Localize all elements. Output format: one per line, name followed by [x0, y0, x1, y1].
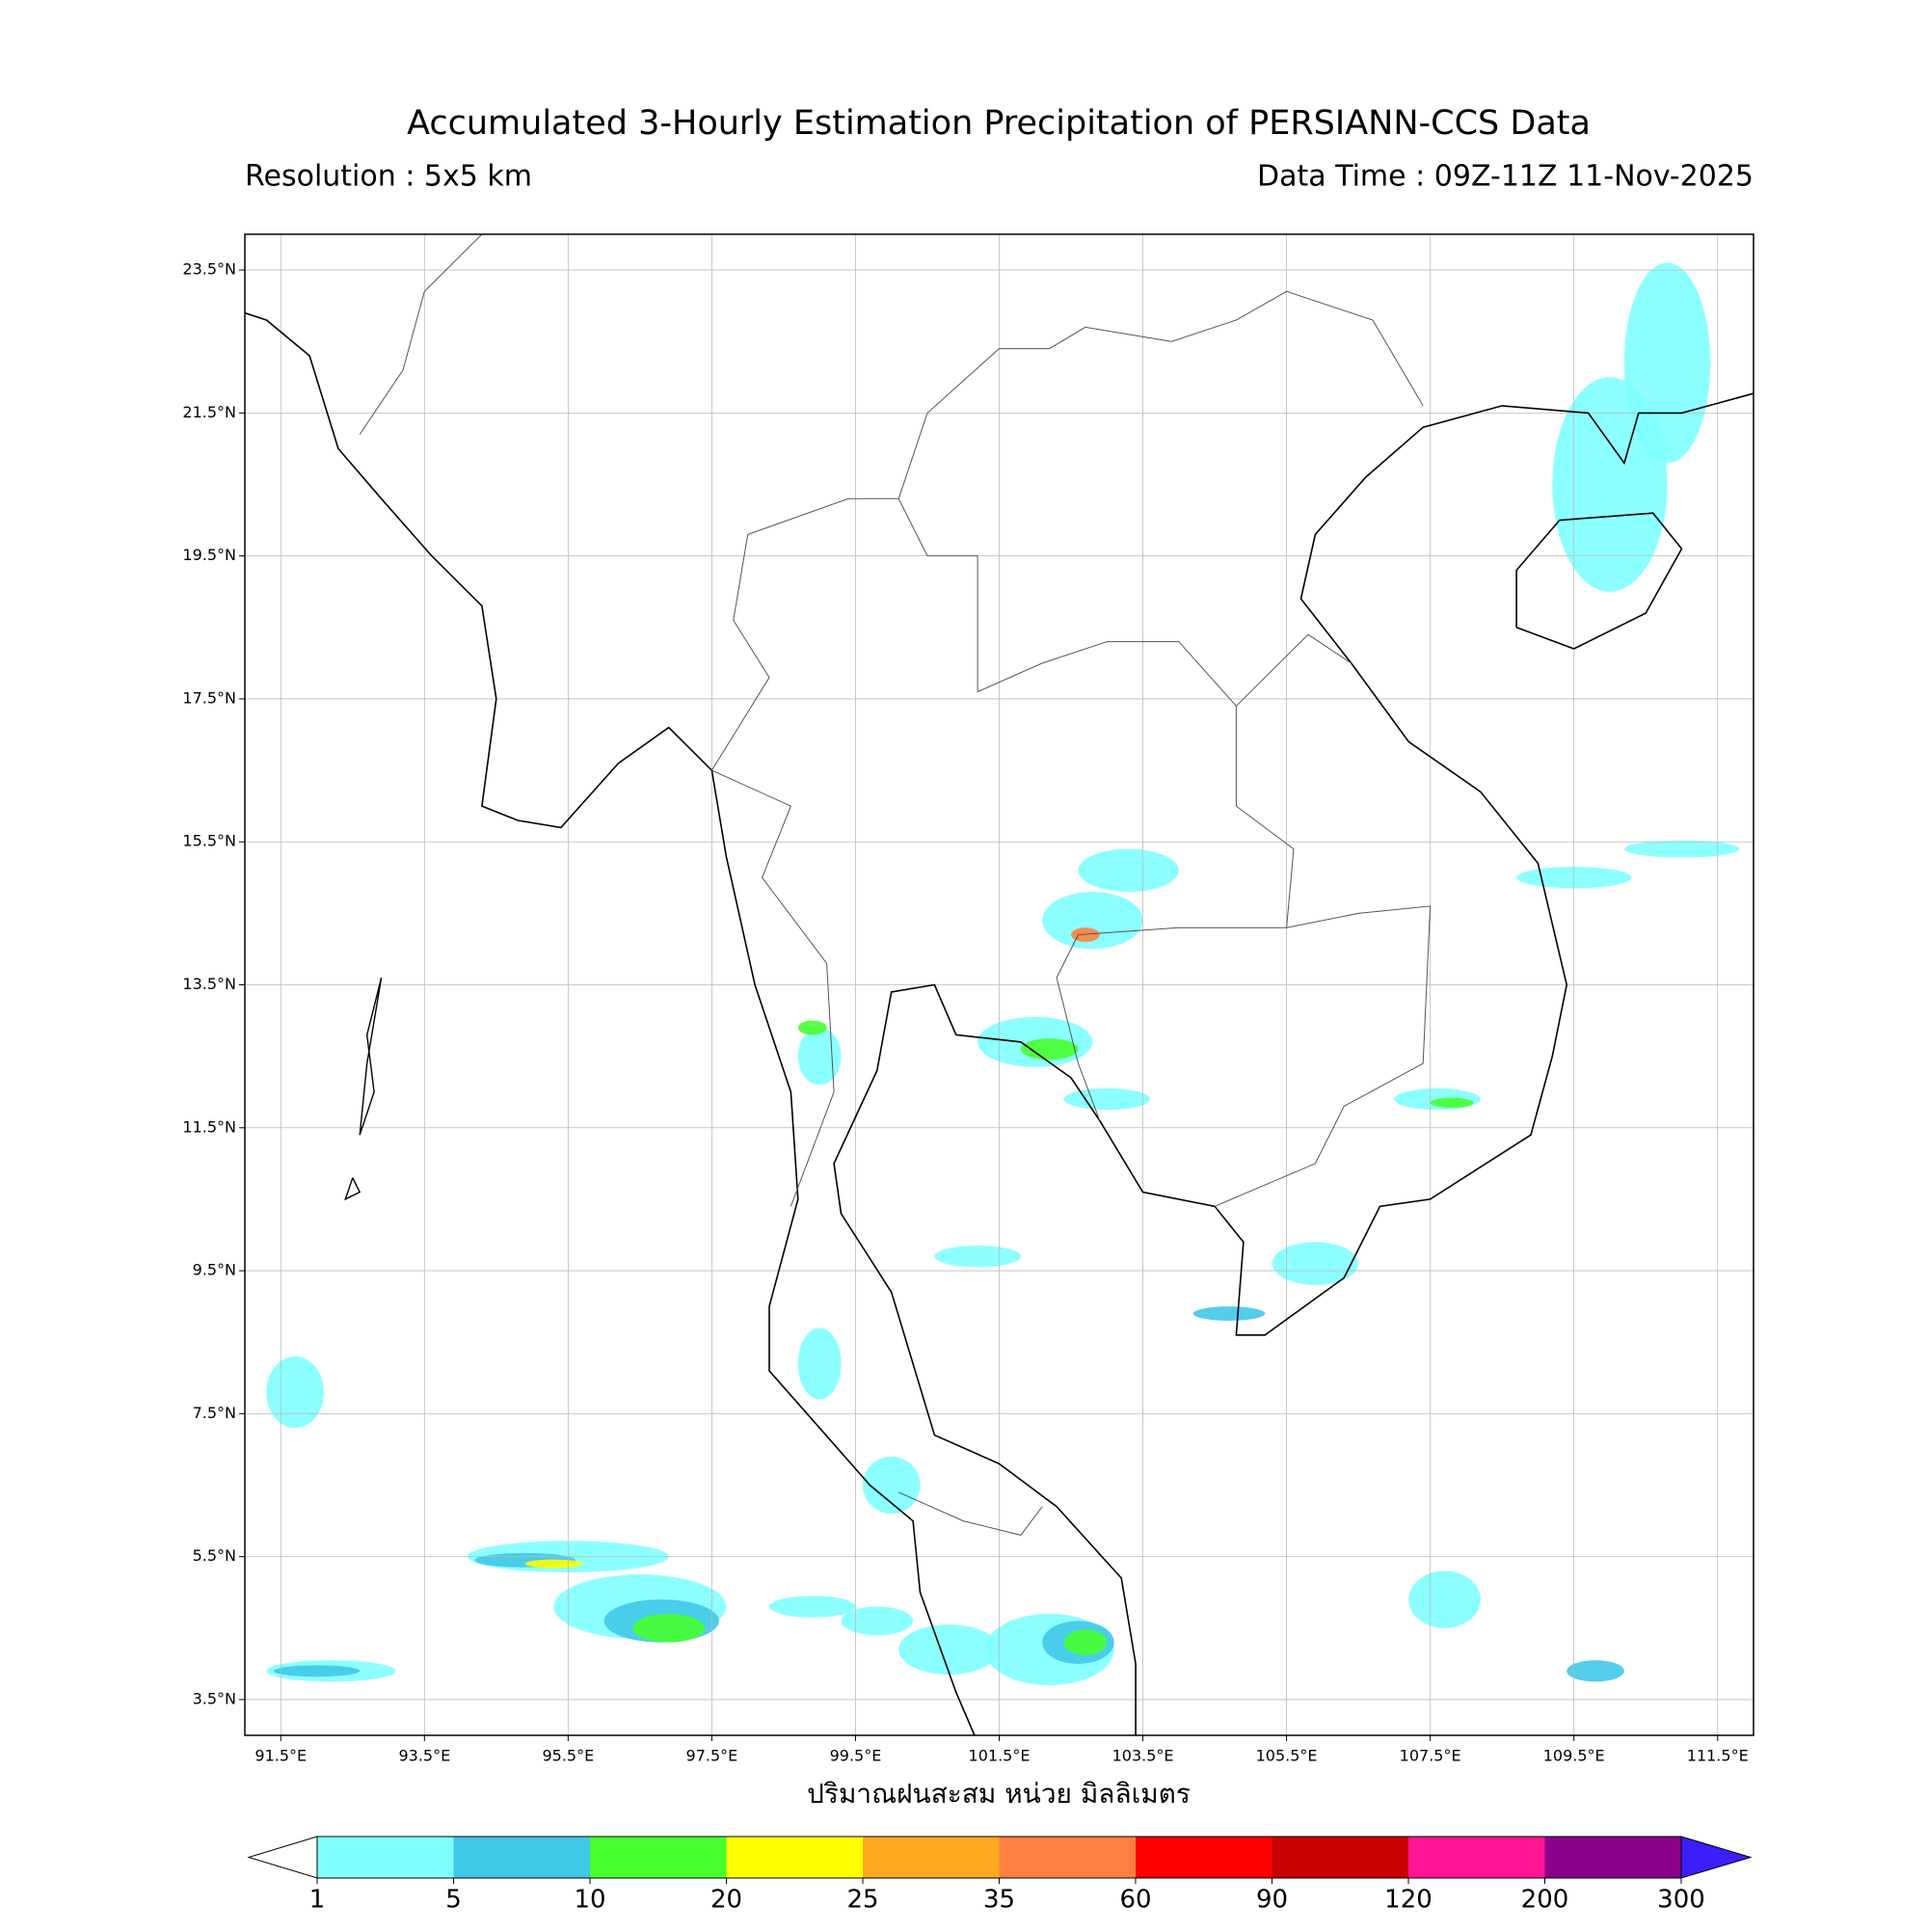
coastline: [359, 977, 383, 1136]
lon-tick-label: 111.5°E: [1687, 1747, 1749, 1765]
rain-area: [1623, 262, 1711, 464]
border: [897, 1491, 1043, 1536]
lat-tick-label: 19.5°N: [182, 546, 236, 564]
colorbar-label: 60: [1119, 1886, 1151, 1915]
rain-area: [797, 1027, 842, 1086]
rain-area: [1042, 892, 1143, 950]
lat-tick-label: 3.5°N: [193, 1689, 236, 1707]
lon-tick-label: 105.5°E: [1256, 1747, 1318, 1765]
lon-tick-label: 91.5°E: [254, 1747, 307, 1765]
colorbar-bin: [999, 1837, 1136, 1878]
lat-tick-label: 11.5°N: [182, 1117, 236, 1136]
coastline: [245, 311, 1754, 1735]
rain-area: [769, 1596, 856, 1618]
rain-area: [934, 1246, 1021, 1268]
lon-tick-label: 99.5°E: [830, 1747, 882, 1765]
border: [1236, 633, 1352, 707]
rain-area: [524, 1559, 583, 1569]
colorbar-bin: [317, 1837, 454, 1878]
lat-tick-label: 15.5°N: [182, 832, 236, 850]
x-label: ปริมาณฝนสะสม หน่วย มิลลิเมตร: [807, 1778, 1191, 1810]
rain-area: [1272, 1242, 1359, 1285]
colorbar-bin: [1136, 1837, 1272, 1878]
rain-area: [1020, 1038, 1079, 1060]
colorbar-bin: [453, 1837, 590, 1878]
rain-area: [1623, 840, 1740, 858]
border: [710, 497, 1295, 1121]
colorbar-label: 20: [710, 1886, 742, 1915]
colorbar-bin: [590, 1837, 727, 1878]
rain-area: [1192, 1306, 1266, 1321]
coastline: [344, 1177, 362, 1201]
border: [1214, 905, 1432, 1207]
rain-area: [273, 1665, 361, 1677]
rain-area: [1063, 1629, 1108, 1655]
data-time: Data Time : 09Z-11Z 11-Nov-2025: [1257, 160, 1754, 194]
map-area: [245, 234, 1754, 1735]
colorbar-label: 25: [846, 1886, 878, 1915]
border: [359, 234, 483, 435]
colorbar-bin: [1408, 1837, 1545, 1878]
border: [897, 290, 1424, 499]
lat-tick-label: 21.5°N: [182, 403, 236, 421]
coastline: [1515, 512, 1683, 650]
resolution: Resolution : 5x5 km: [245, 160, 532, 194]
colorbar-label: 300: [1657, 1886, 1705, 1915]
rain-area: [266, 1356, 324, 1429]
title: Accumulated 3-Hourly Estimation Precipit…: [407, 104, 1591, 143]
lat-tick-label: 17.5°N: [182, 688, 236, 707]
colorbar-bin: [1272, 1837, 1408, 1878]
colorbar-label: 1: [309, 1886, 326, 1915]
colorbar-label: 10: [574, 1886, 605, 1915]
lat-tick-label: 7.5°N: [193, 1404, 236, 1422]
border: [711, 769, 835, 1207]
rain-area: [1063, 1088, 1151, 1111]
colorbar-label: 90: [1256, 1886, 1288, 1915]
rain-area: [898, 1624, 1000, 1675]
colorbar-label: 35: [983, 1886, 1015, 1915]
rain-area: [1430, 1097, 1474, 1109]
lon-tick-label: 95.5°E: [542, 1747, 594, 1765]
rain-area: [632, 1613, 705, 1643]
lat-tick-label: 23.5°N: [182, 260, 236, 279]
lon-tick-label: 101.5°E: [969, 1747, 1031, 1765]
lat-tick-label: 9.5°N: [193, 1261, 236, 1279]
rain-area: [1408, 1570, 1481, 1628]
colorbar-label: 200: [1521, 1886, 1569, 1915]
rain-area: [1071, 927, 1100, 943]
lat-tick-label: 13.5°N: [182, 975, 236, 993]
colorbar-bin: [726, 1837, 863, 1878]
lon-tick-label: 107.5°E: [1400, 1747, 1461, 1765]
lon-tick-label: 97.5°E: [686, 1747, 738, 1765]
rain-area: [862, 1456, 921, 1515]
rain-area: [1566, 1660, 1624, 1682]
rain-area: [797, 1020, 827, 1035]
colorbar-label: 5: [445, 1886, 462, 1915]
colorbar-bin: [1544, 1837, 1681, 1878]
colorbar-bin: [863, 1837, 1000, 1878]
colorbar-over: [1680, 1836, 1753, 1879]
rain-area: [797, 1328, 842, 1400]
lon-tick-label: 103.5°E: [1112, 1747, 1174, 1765]
colorbar-label: 120: [1384, 1886, 1433, 1915]
lon-tick-label: 109.5°E: [1543, 1747, 1605, 1765]
rain-area: [1078, 848, 1179, 893]
rain-area: [841, 1606, 914, 1636]
lat-tick-label: 5.5°N: [193, 1546, 236, 1565]
colorbar-under: [247, 1836, 318, 1879]
lon-tick-label: 93.5°E: [398, 1747, 450, 1765]
